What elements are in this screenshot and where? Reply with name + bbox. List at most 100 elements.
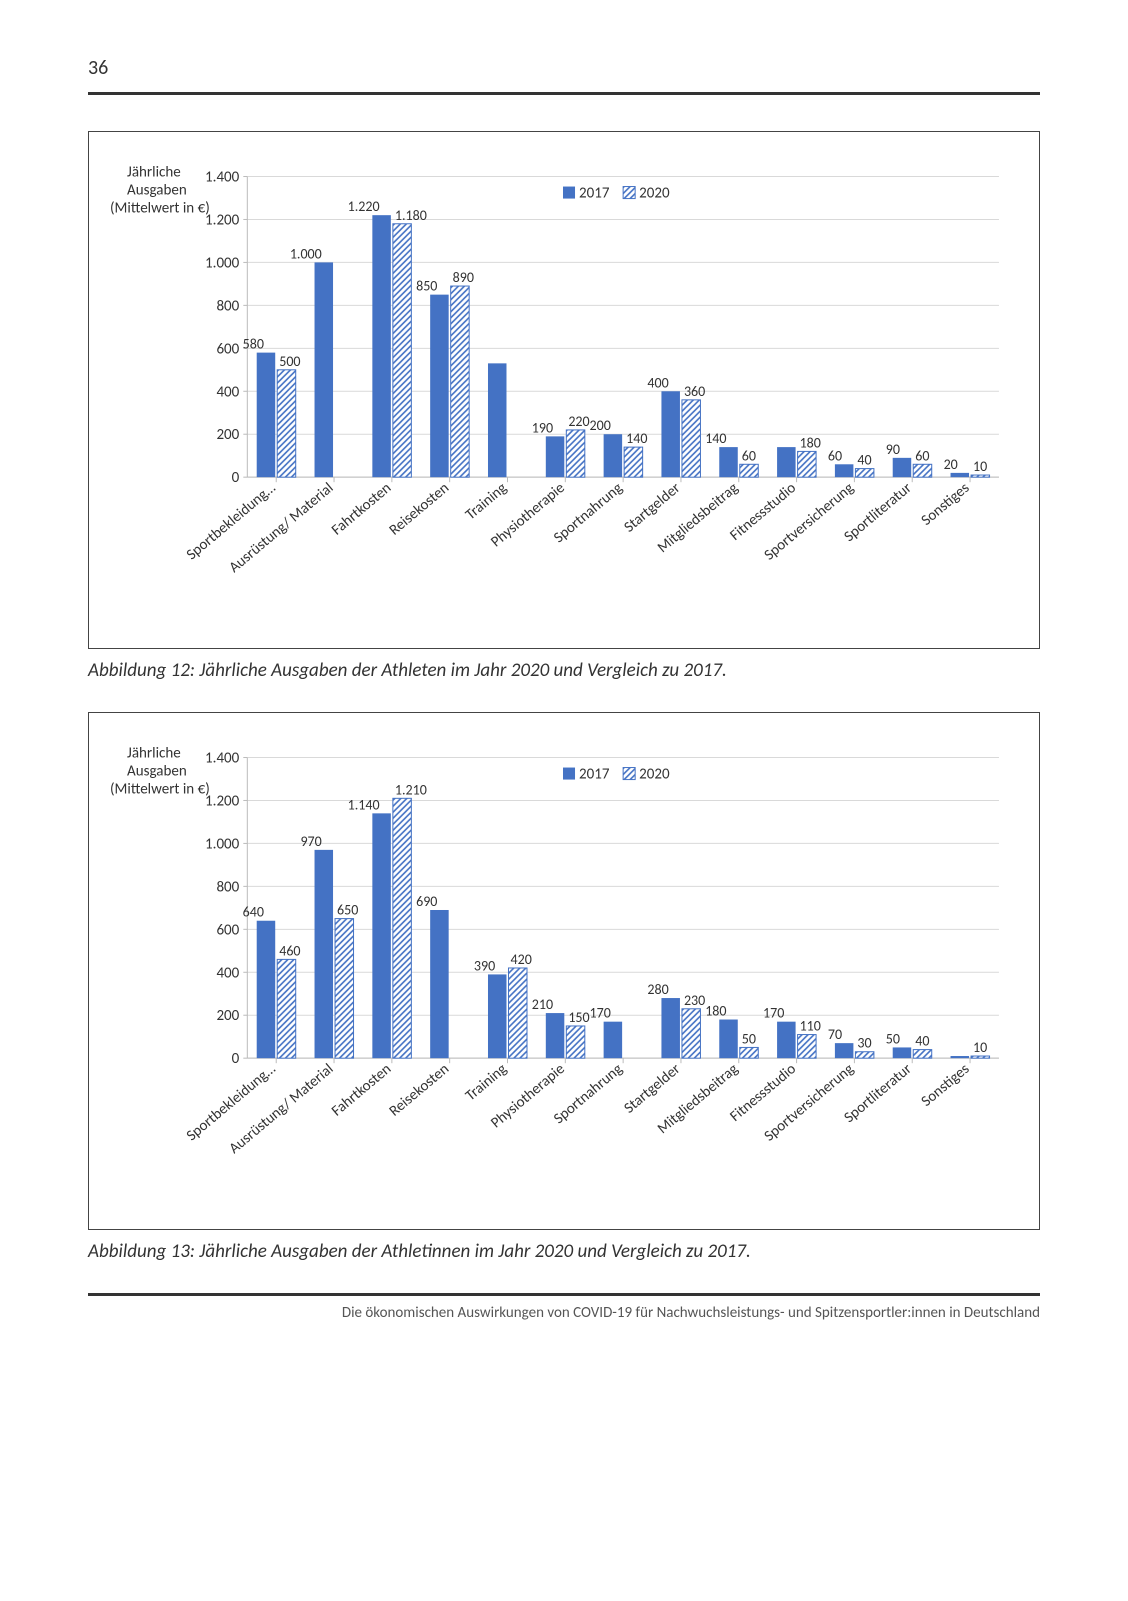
bottom-rule: [88, 1293, 1040, 1296]
page-number: 36: [88, 56, 108, 80]
bar-2017: [719, 1020, 738, 1059]
bar-2020: [740, 464, 759, 477]
svg-text:Jährliche: Jährliche: [127, 745, 181, 763]
chart-2-caption: Abbildung 13: Jährliche Ausgaben der Ath…: [88, 1240, 1040, 1263]
chart-2-container: 02004006008001.0001.2001.400JährlicheAus…: [88, 712, 1040, 1230]
bar-value-label: 10: [973, 458, 987, 475]
bar-2017: [604, 434, 623, 477]
bar-2020: [624, 447, 643, 477]
bar-2020: [277, 959, 296, 1058]
bar-2020: [566, 1026, 585, 1058]
svg-text:400: 400: [216, 964, 239, 982]
bar-value-label: 40: [915, 1033, 929, 1050]
bar-2017: [257, 921, 276, 1058]
bar-value-label: 970: [300, 833, 321, 850]
bar-2020: [682, 1009, 701, 1058]
bar-value-label: 1.220: [348, 198, 380, 215]
bar-2017: [430, 910, 449, 1058]
bar-2017: [835, 1043, 854, 1058]
svg-text:2017: 2017: [579, 766, 610, 784]
bar-value-label: 690: [416, 893, 437, 910]
svg-text:0: 0: [232, 469, 240, 487]
bar-2020: [508, 968, 527, 1058]
bar-value-label: 420: [510, 951, 531, 968]
bar-2017: [257, 353, 276, 478]
bar-2017: [893, 458, 912, 477]
bar-value-label: 170: [590, 1005, 611, 1022]
bar-value-label: 640: [243, 904, 264, 921]
bar-value-label: 150: [568, 1009, 589, 1026]
bar-value-label: 90: [886, 441, 900, 458]
svg-text:1.400: 1.400: [205, 750, 240, 768]
bar-value-label: 650: [337, 902, 358, 919]
chart-2: 02004006008001.0001.2001.400JährlicheAus…: [107, 737, 1021, 1219]
bar-2020: [913, 464, 932, 477]
svg-text:Ausgaben: Ausgaben: [127, 763, 187, 781]
bar-value-label: 580: [243, 336, 264, 353]
bar-2020: [855, 469, 874, 478]
bar-2020: [855, 1052, 874, 1058]
bar-2017: [951, 1056, 970, 1058]
svg-text:1.200: 1.200: [205, 211, 240, 229]
bar-2017: [372, 215, 391, 477]
category-label: Training: [462, 479, 511, 524]
chart-1-container: 02004006008001.0001.2001.400JährlicheAus…: [88, 131, 1040, 649]
bar-2017: [546, 436, 565, 477]
bar-2020: [393, 224, 412, 477]
svg-text:1.200: 1.200: [205, 792, 240, 810]
bar-value-label: 400: [647, 374, 668, 391]
bar-value-label: 1.000: [290, 245, 322, 262]
category-label: Training: [462, 1060, 511, 1105]
bar-2020: [913, 1050, 932, 1059]
bar-value-label: 50: [886, 1030, 900, 1047]
bar-2020: [971, 475, 990, 477]
bar-value-label: 170: [763, 1005, 784, 1022]
bar-value-label: 30: [857, 1035, 871, 1052]
category-label: Reisekosten: [386, 1060, 453, 1120]
bar-value-label: 70: [828, 1026, 842, 1043]
svg-text:0: 0: [232, 1050, 240, 1068]
bar-value-label: 220: [568, 413, 589, 430]
bar-value-label: 280: [647, 981, 668, 998]
bar-value-label: 40: [857, 452, 871, 469]
svg-text:600: 600: [216, 921, 239, 939]
category-label: Sonstiges: [918, 1060, 973, 1111]
bar-2017: [835, 464, 854, 477]
bar-value-label: 890: [453, 269, 474, 286]
bar-value-label: 10: [973, 1039, 987, 1056]
svg-text:2020: 2020: [639, 185, 670, 203]
svg-text:1.400: 1.400: [205, 169, 240, 187]
bar-2017: [604, 1022, 623, 1059]
bar-2020: [798, 451, 817, 477]
bar-value-label: 1.140: [348, 796, 380, 813]
svg-text:800: 800: [216, 297, 239, 315]
bar-2017: [777, 447, 796, 477]
bar-2017: [372, 813, 391, 1058]
bar-2020: [798, 1035, 817, 1059]
bar-value-label: 20: [944, 456, 958, 473]
bar-2017: [315, 262, 334, 477]
bar-2020: [451, 286, 470, 477]
chart-1-caption: Abbildung 12: Jährliche Ausgaben der Ath…: [88, 659, 1040, 682]
category-label: Fahrtkosten: [328, 479, 395, 539]
bar-2020: [277, 370, 296, 477]
bar-2017: [893, 1047, 912, 1058]
bar-2017: [430, 295, 449, 478]
bar-value-label: 180: [800, 434, 821, 451]
category-label: Ausrüstung/ Material: [226, 1060, 337, 1158]
bar-value-label: 230: [684, 992, 705, 1009]
bar-2017: [951, 473, 970, 477]
svg-text:2020: 2020: [639, 766, 670, 784]
category-label: Sonstiges: [918, 479, 973, 530]
category-label: Reisekosten: [386, 479, 453, 539]
bar-value-label: 50: [742, 1030, 756, 1047]
bar-value-label: 200: [590, 417, 611, 434]
bar-value-label: 60: [828, 447, 842, 464]
bar-2020: [335, 919, 354, 1059]
svg-text:600: 600: [216, 340, 239, 358]
bar-2020: [740, 1047, 759, 1058]
bar-value-label: 140: [626, 430, 647, 447]
category-label: Fahrtkosten: [328, 1060, 395, 1120]
svg-text:(Mittelwert in €): (Mittelwert in €): [110, 200, 210, 218]
svg-text:(Mittelwert in €): (Mittelwert in €): [110, 781, 210, 799]
